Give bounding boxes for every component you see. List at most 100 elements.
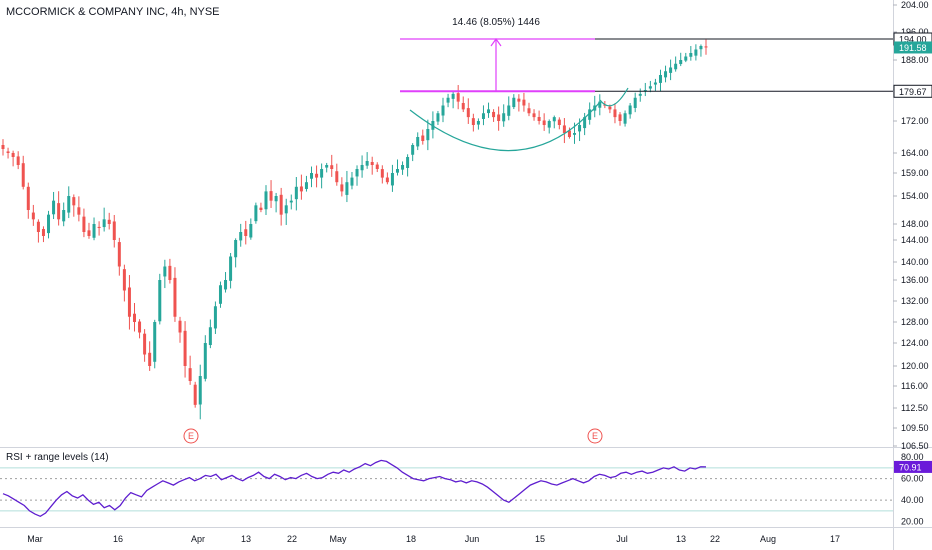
candle-body (583, 117, 587, 129)
candle-body (562, 125, 566, 133)
candle-body (254, 205, 258, 222)
candle-body (573, 133, 577, 135)
last-price-tag-bg (894, 41, 932, 54)
time-tick-label: 13 (241, 534, 251, 544)
chart-title: MCCORMICK & COMPANY INC, 4h, NYSE (6, 6, 220, 18)
measure-label: 14.46 (8.05%) 1446 (452, 17, 540, 28)
candle-body (122, 269, 126, 291)
earnings-marker-label: E (188, 431, 194, 441)
candle-body (643, 90, 647, 92)
rsi-tick-label: 80.00 (901, 452, 924, 462)
time-tick-label: 13 (676, 534, 686, 544)
candle-body (365, 161, 369, 166)
price-tick-label: 188.00 (901, 55, 929, 65)
earnings-marker-icon (587, 428, 603, 444)
price-tick-label: 204.00 (901, 0, 929, 10)
candle-body (244, 229, 248, 236)
candle-body (284, 205, 288, 214)
candle-body (1, 145, 5, 149)
candle-body (345, 182, 349, 195)
candle-body (421, 135, 425, 141)
candle-body (203, 343, 207, 379)
candle-body (117, 242, 121, 267)
price-tick-label: 120.00 (901, 361, 929, 371)
candle-body (390, 173, 394, 186)
price-tick-label: 140.00 (901, 257, 929, 267)
rsi-axis: 80.00 60.00 40.00 20.00 70.91 (894, 452, 932, 527)
candle-body (623, 113, 627, 124)
rsi-tick-label: 60.00 (901, 474, 924, 484)
candle-body (335, 171, 339, 183)
candle-body (325, 165, 329, 168)
price-tick-label: 116.00 (901, 381, 928, 391)
candle-body (456, 93, 460, 102)
candle-body (598, 101, 602, 108)
candle-body (487, 109, 491, 114)
candle-body (395, 169, 399, 173)
candle-body (153, 322, 157, 362)
rsi-panel-title: RSI + range levels (14) (6, 452, 109, 463)
earnings-marker-label: E (592, 431, 598, 441)
candle-body (77, 207, 81, 215)
price-tick-label: 124.00 (901, 338, 929, 348)
candle-body (57, 203, 61, 220)
candle-body (492, 111, 496, 118)
candle-body (618, 114, 622, 121)
price-tick-label: 144.00 (901, 235, 929, 245)
level-tag-179-border (893, 84, 932, 98)
candle-body (213, 306, 217, 329)
candle-body (497, 114, 501, 121)
candle-body (178, 320, 182, 333)
candle-body (87, 230, 91, 236)
time-axis: Mar 16 Apr 13 22 May 18 Jun 15 Jul 13 22 Aug 17 (27, 534, 840, 544)
price-tick-label: 106.50 (901, 441, 929, 451)
candle-body (411, 145, 415, 155)
time-tick-label: 15 (535, 534, 545, 544)
candle-body (304, 182, 308, 189)
candle-body (183, 330, 187, 366)
level-tag-179: 179.67 (899, 87, 927, 97)
candle-body (249, 224, 253, 238)
candle-body (168, 265, 172, 280)
time-tick-label: Mar (27, 534, 43, 544)
candle-body (502, 113, 506, 122)
candle-body (446, 97, 450, 103)
candle-body (340, 184, 344, 192)
cup-curve (409, 101, 601, 152)
price-tick-label: 132.00 (901, 296, 929, 306)
candle-body (173, 277, 177, 317)
candle-body (52, 200, 56, 215)
candle-body (355, 169, 359, 177)
candle-body (269, 191, 273, 201)
candle-body (537, 116, 541, 121)
candle-body (699, 46, 703, 50)
candle-body (320, 169, 324, 178)
candle-body (461, 103, 465, 110)
candle-body (633, 97, 637, 108)
price-tick-label: 112.50 (901, 403, 928, 413)
candle-body (41, 228, 45, 236)
candle-body (522, 99, 526, 106)
candle-body (102, 219, 106, 228)
candle-body (401, 165, 405, 170)
candle-body (441, 105, 445, 116)
candle-body (648, 86, 652, 89)
candle-body (274, 196, 278, 202)
candle-body (67, 196, 71, 213)
candle-body (132, 313, 136, 322)
candle-body (507, 105, 511, 116)
candle-body (193, 384, 197, 405)
candle-body (163, 266, 167, 277)
rsi-line (2, 459, 707, 518)
candle-body (578, 125, 582, 132)
time-tick-label: Jul (616, 534, 628, 544)
candle-body (689, 53, 693, 57)
candle-body (532, 113, 536, 118)
candle-body (72, 197, 76, 206)
candle-body (62, 210, 66, 222)
candle-body (552, 117, 556, 122)
price-axis: 204.00196.00188.00180.00172.00164.00159.… (893, 0, 932, 451)
candle-body (669, 67, 673, 73)
candle-body (704, 46, 708, 48)
